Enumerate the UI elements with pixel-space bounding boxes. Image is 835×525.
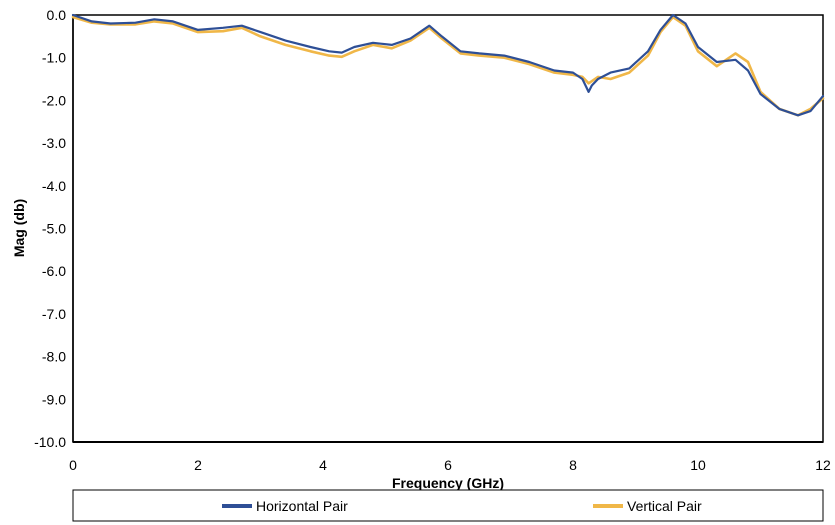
y-tick-labels: 0.0 -1.0 -2.0 -3.0 -4.0 -5.0 -6.0 -7.0 -8.0 -9.0 -… (34, 7, 66, 450)
y-tick-label: -9.0 (42, 391, 66, 407)
y-tick-label: -6.0 (42, 263, 66, 279)
x-tick-label: 8 (569, 457, 577, 473)
y-tick-label: 0.0 (47, 7, 67, 23)
legend-label-horizontal-pair: Horizontal Pair (256, 498, 348, 514)
plot-area (72, 14, 824, 443)
series-line-horizontal-pair (71, 13, 825, 117)
x-tick-labels: 0 2 4 6 8 10 12 (69, 457, 831, 473)
y-tick-label: -3.0 (42, 135, 66, 151)
x-tick-label: 10 (690, 457, 706, 473)
legend-label-vertical-pair: Vertical Pair (627, 498, 702, 514)
x-axis-title: Frequency (GHz) (392, 475, 504, 491)
series-line-vertical-pair (71, 15, 825, 117)
series-lines (71, 13, 825, 117)
y-tick-label: -5.0 (42, 221, 66, 237)
y-tick-label: -8.0 (42, 349, 66, 365)
y-tick-label: -2.0 (42, 92, 66, 108)
legend: Horizontal Pair Vertical Pair (72, 489, 824, 522)
legend-box (72, 489, 824, 522)
y-tick-label: -1.0 (42, 50, 66, 66)
x-tick-label: 4 (319, 457, 327, 473)
x-tick-label: 2 (194, 457, 202, 473)
y-tick-label: -10.0 (34, 434, 66, 450)
x-tick-label: 6 (444, 457, 452, 473)
x-tick-label: 12 (815, 457, 831, 473)
x-tick-label: 0 (69, 457, 77, 473)
y-tick-label: -4.0 (42, 178, 66, 194)
y-tick-label: -7.0 (42, 306, 66, 322)
y-axis-title: Mag (db) (11, 199, 27, 257)
